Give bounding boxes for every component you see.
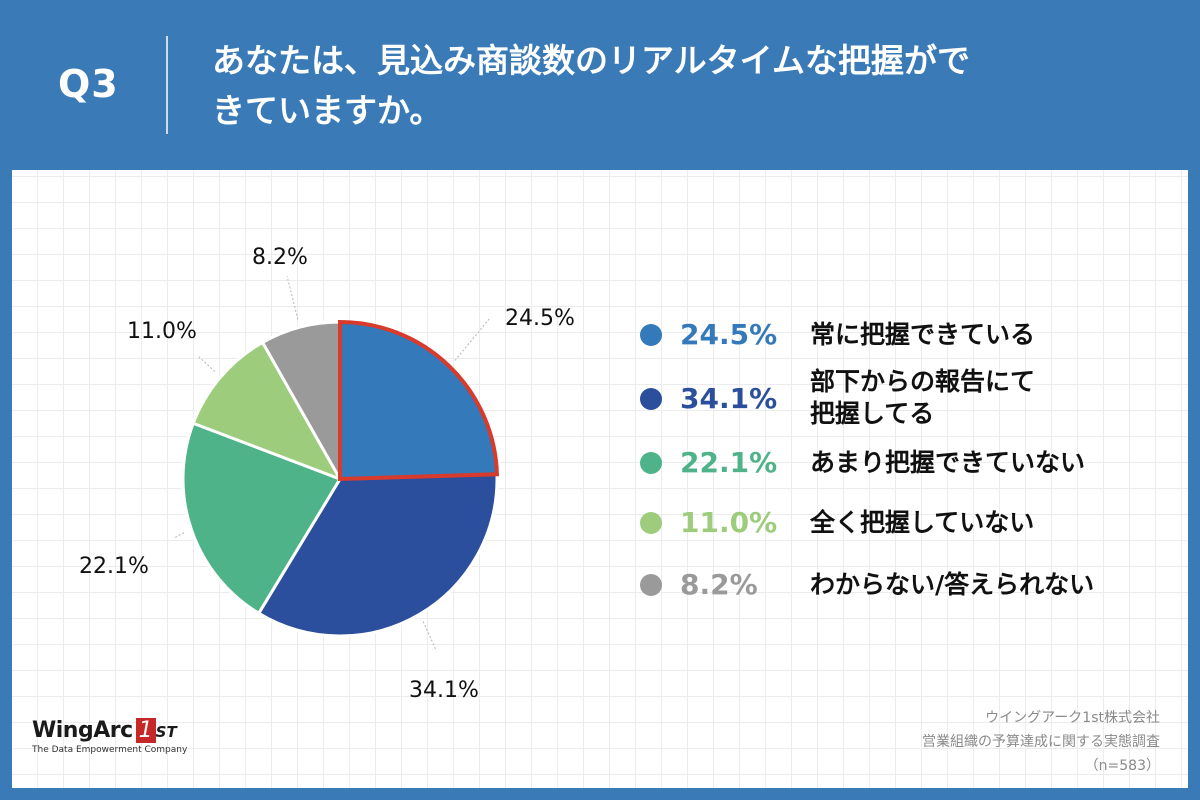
legend-dot-icon [640, 574, 662, 596]
pie-leader-line [454, 317, 491, 361]
pie-slice-via-report [257, 472, 499, 638]
pie-data-label: 24.5% [505, 306, 575, 331]
pie-data-label: 22.1% [79, 554, 149, 579]
legend-item-rarely: 22.1% あまり把握できていない [640, 438, 1180, 488]
legend-item-always: 24.5% 常に把握できている [640, 310, 1180, 360]
pie-slice-not-at-all [191, 340, 342, 481]
pie-leader-line [197, 355, 216, 372]
legend-label: わからない/答えられない [810, 570, 1095, 599]
legend-percent: 24.5% [680, 318, 778, 351]
legend-percent: 11.0% [680, 506, 778, 539]
header-divider [166, 36, 168, 134]
logo-one-mark: 1 [135, 718, 156, 743]
legend-percent: 8.2% [680, 568, 758, 601]
pie-slice-rarely [181, 421, 342, 615]
pie-leader-line [286, 275, 299, 320]
legend-label: 全く把握していない [810, 508, 1035, 537]
header: Q3 あなたは、見込み商談数のリアルタイムな把握がで きていますか。 [0, 0, 1200, 170]
legend-item-not-at-all: 11.0% 全く把握していない [640, 498, 1180, 548]
legend-percent: 22.1% [680, 446, 778, 479]
legend-dot-icon [640, 512, 662, 534]
legend-item-via-report: 34.1% 部下からの報告にて 把握してる [640, 367, 1180, 428]
legend-label-line-1: 部下からの報告にて [810, 367, 1036, 396]
legend-dot-icon [640, 324, 662, 346]
legend-item-unknown: 8.2% わからない/答えられない [640, 560, 1180, 610]
source-sample: （n=583） [1084, 758, 1160, 774]
pie-data-label: 34.1% [409, 678, 479, 703]
logo-tagline: The Data Empowerment Company [32, 745, 188, 755]
legend-percent: 34.1% [680, 382, 778, 415]
company-logo: WingArc 1 ST The Data Empowerment Company [32, 718, 187, 755]
pie-slice-highlight-outline [338, 319, 499, 482]
pie-slice-always [338, 320, 499, 481]
pie-chart: 24.5% 34.1% 22.1% 11.0% 8.2% [79, 245, 575, 703]
source-company: ウイングアーク1st株式会社 [985, 710, 1160, 726]
chart-panel: 24.5% 34.1% 22.1% 11.0% 8.2% 24.5% 常に把握できている… [12, 170, 1188, 788]
logo-wordmark: WingArc [32, 718, 133, 743]
legend-dot-icon [640, 452, 662, 474]
legend-label: 常に把握できている [810, 320, 1036, 349]
pie-leader-line [173, 532, 185, 539]
pie-data-label: 8.2% [252, 245, 308, 270]
pie-data-label: 11.0% [127, 319, 197, 344]
pie-leader-line [422, 621, 437, 651]
legend-label-line-2: 把握してる [810, 399, 935, 428]
logo-st-mark: ST [155, 723, 177, 741]
legend-label: 部下からの報告にて 把握してる [810, 366, 1035, 430]
legend-label: あまり把握できていない [810, 448, 1086, 477]
source-note: ウイングアーク1st株式会社 営業組織の予算達成に関する実態調査 （n=583） [922, 706, 1160, 778]
source-survey: 営業組織の予算達成に関する実態調査 [922, 734, 1160, 750]
question-text: あなたは、見込み商談数のリアルタイムな把握がで きていますか。 [212, 36, 1112, 136]
legend-dot-icon [640, 388, 662, 410]
question-number: Q3 [58, 62, 119, 106]
question-line-2: きていますか。 [212, 91, 443, 130]
question-line-1: あなたは、見込み商談数のリアルタイムな把握がで [212, 41, 971, 80]
